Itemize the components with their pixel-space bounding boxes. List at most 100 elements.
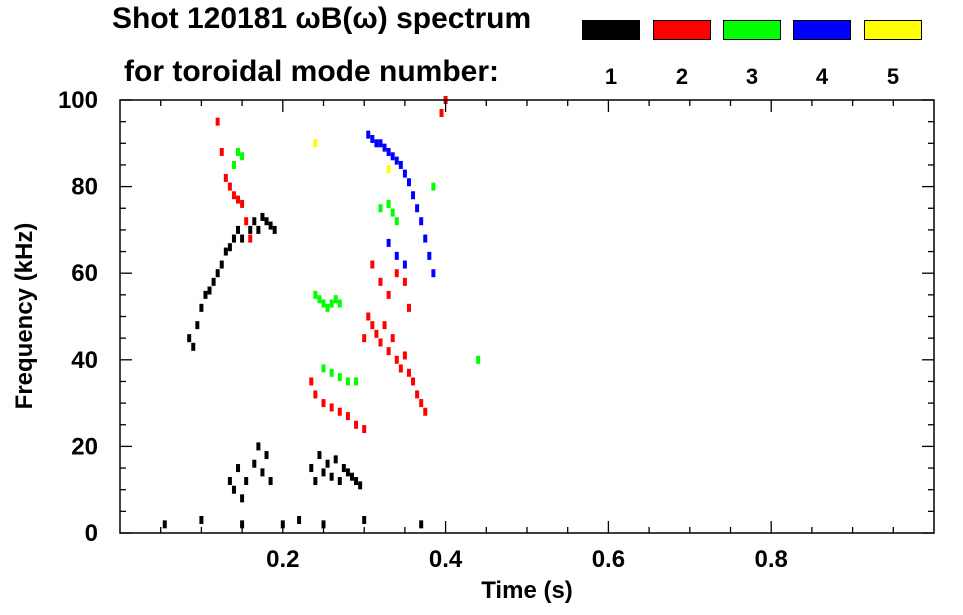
spectrum-point-n-1: [260, 212, 265, 221]
spectrum-point-n-2: [309, 377, 314, 386]
legend-label-mode-3: 3: [745, 64, 759, 89]
x-tick-label: 0.6: [592, 546, 625, 573]
legend-label-mode-1: 1: [604, 64, 618, 89]
spectrum-point-n-1: [362, 516, 367, 525]
spectrum-point-n-2: [227, 182, 232, 191]
spectrum-point-n-1: [203, 290, 208, 299]
spectrum-point-n-1: [313, 477, 318, 486]
plot-frame: [119, 99, 935, 534]
spectrum-point-n-1: [345, 468, 350, 477]
spectrum-point-n-2: [390, 334, 395, 343]
tick-layer: 0.2 0.4 0.6 0.8 0 20 40 60 80 100: [58, 87, 934, 573]
spectrum-point-n-2: [406, 303, 411, 312]
spectrum-point-n-1: [236, 464, 241, 473]
spectrum-point-n-1: [240, 520, 245, 529]
legend-label-mode-5: 5: [886, 64, 900, 89]
spectrum-point-n-4: [406, 178, 411, 187]
spectrum-point-n-1: [207, 286, 212, 295]
spectrum-point-n-4: [398, 160, 403, 169]
chart-subtitle: for toroidal mode number:: [124, 55, 499, 88]
spectrum-point-n-1: [240, 234, 245, 243]
spectrum-point-n-4: [415, 204, 420, 213]
spectrum-point-n-3: [329, 368, 334, 377]
spectrum-point-n-1: [329, 472, 334, 481]
spectrum-point-n-1: [260, 468, 265, 477]
spectrum-point-n-1: [264, 217, 269, 226]
spectrum-point-n-1: [256, 225, 261, 234]
spectrum-point-n-4: [386, 238, 391, 247]
y-tick-label: 100: [58, 87, 98, 114]
spectrum-point-n-4: [382, 143, 387, 152]
spectrum-point-n-2: [394, 355, 399, 364]
spectrum-point-n-2: [219, 147, 224, 156]
spectrum-point-n-2: [370, 321, 375, 330]
spectrum-point-n-2: [248, 234, 253, 243]
spectrum-point-n-1: [191, 342, 196, 351]
spectrum-point-n-2: [362, 334, 367, 343]
spectrum-point-n-1: [227, 477, 232, 486]
spectrum-point-n-4: [402, 169, 407, 178]
spectrum-point-n-3: [317, 295, 322, 304]
chart-title: Shot 120181 ωB(ω) spectrum: [112, 2, 532, 35]
spectrum-point-n-1: [264, 451, 269, 460]
spectrum-point-n-1: [309, 464, 314, 473]
spectrum-point-n-1: [162, 520, 167, 529]
y-tick-label: 80: [71, 174, 98, 201]
spectrum-point-n-1: [236, 225, 241, 234]
spectrum-point-n-1: [231, 485, 236, 494]
spectrum-point-n-1: [248, 225, 253, 234]
spectrum-point-n-1: [341, 464, 346, 473]
spectrum-point-n-2: [378, 338, 383, 347]
spectrum-point-n-4: [423, 234, 428, 243]
spectrum-point-n-4: [370, 134, 375, 143]
spectrum-point-n-4: [402, 260, 407, 269]
spectrum-point-n-2: [398, 364, 403, 373]
spectrum-point-n-5: [386, 165, 391, 174]
spectrum-point-n-1: [419, 520, 424, 529]
spectrum-point-n-3: [321, 299, 326, 308]
spectrum-point-n-3: [390, 208, 395, 217]
spectrum-point-n-2: [370, 260, 375, 269]
spectrum-point-n-4: [411, 191, 416, 200]
spectrum-point-n-1: [219, 260, 224, 269]
spectrum-point-n-3: [325, 303, 330, 312]
spectrum-point-n-2: [382, 321, 387, 330]
spectrum-point-n-3: [337, 299, 342, 308]
spectrum-point-n-2: [215, 117, 220, 126]
spectrum-point-n-1: [211, 277, 216, 286]
spectrum-point-n-3: [236, 147, 241, 156]
spectrum-point-n-2: [386, 290, 391, 299]
legend-swatch-mode-4: [793, 20, 851, 40]
spectrum-point-n-2: [244, 217, 249, 226]
legend-label-mode-2: 2: [675, 64, 689, 89]
spectrum-point-n-4: [390, 152, 395, 161]
x-tick-label: 0.4: [429, 546, 463, 573]
spectrum-point-n-1: [297, 516, 302, 525]
spectrum-point-n-1: [337, 477, 342, 486]
spectrum-point-n-1: [354, 477, 359, 486]
spectrum-point-n-2: [231, 191, 236, 200]
spectrum-point-n-2: [439, 108, 444, 117]
spectrum-point-n-4: [378, 139, 383, 148]
spectrum-point-n-2: [337, 407, 342, 416]
spectrum-point-n-1: [244, 477, 249, 486]
spectrum-point-n-1: [358, 481, 363, 490]
spectrum-point-n-1: [227, 243, 232, 252]
spectrum-point-n-4: [394, 251, 399, 260]
spectrum-point-n-3: [313, 290, 318, 299]
spectrum-point-n-2: [329, 403, 334, 412]
spectrum-point-n-2: [321, 399, 326, 408]
y-tick-label: 60: [71, 260, 98, 287]
y-axis-label: Frequency (kHz): [11, 223, 38, 410]
spectrum-point-n-3: [333, 295, 338, 304]
spectrum-point-n-2: [402, 277, 407, 286]
spectrum-point-n-2: [362, 425, 367, 434]
spectrum-point-n-4: [427, 251, 432, 260]
y-tick-label: 20: [71, 433, 98, 460]
spectrum-point-n-3: [240, 152, 245, 161]
spectrum-point-n-1: [272, 225, 277, 234]
spectrum-point-n-3: [321, 364, 326, 373]
spectrum-point-n-1: [349, 472, 354, 481]
spectrum-point-n-2: [354, 420, 359, 429]
